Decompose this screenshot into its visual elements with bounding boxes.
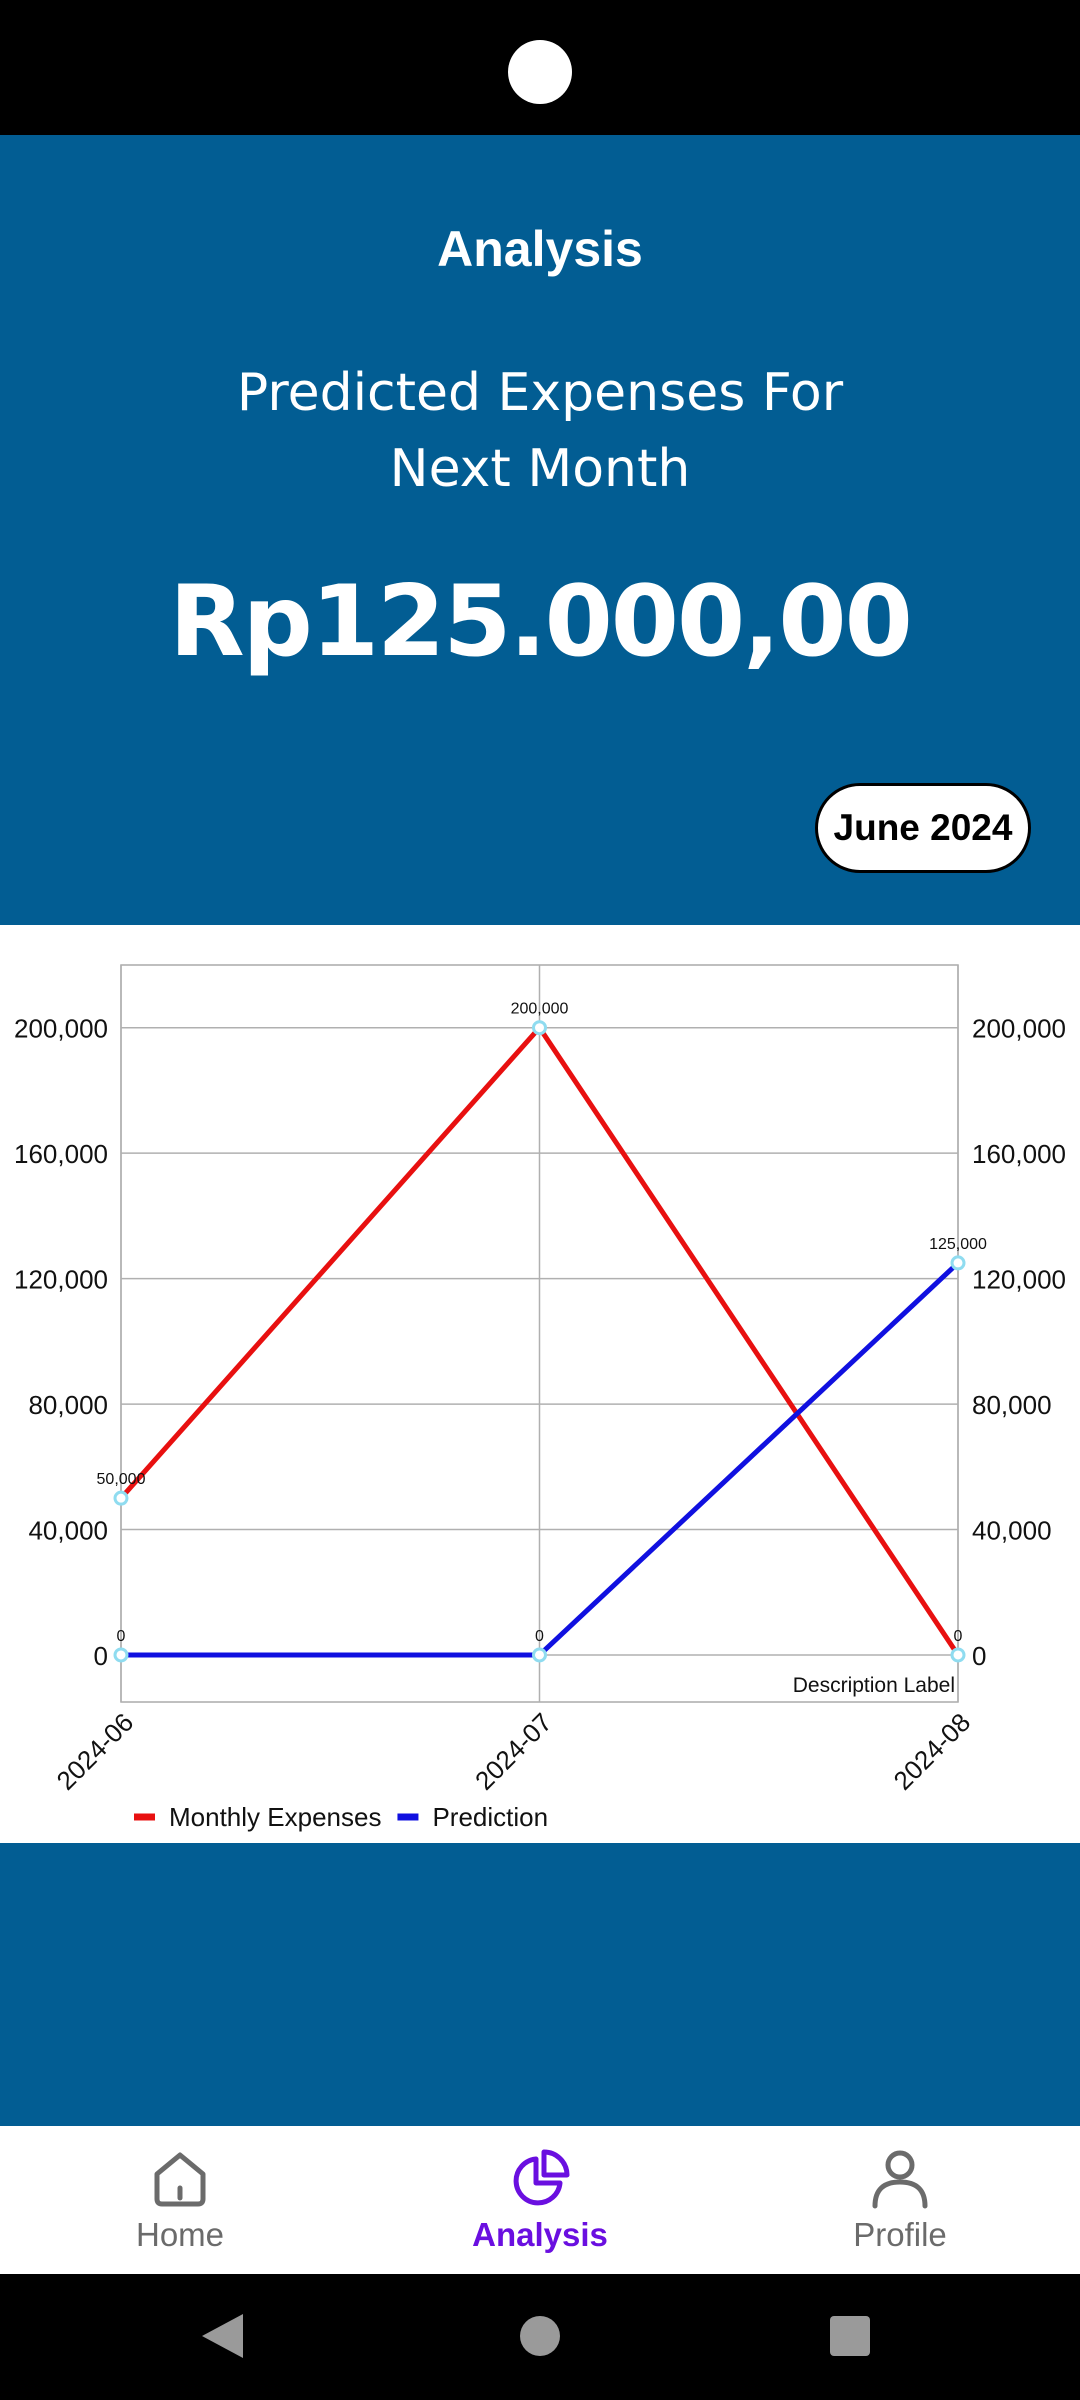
nav-label-profile: Profile (853, 2216, 947, 2253)
data-point (950, 1647, 966, 1663)
system-navigation-bar (0, 2274, 1080, 2400)
background-fill (0, 1843, 1080, 2126)
nav-label-analysis: Analysis (472, 2216, 608, 2253)
month-selector-button[interactable]: June 2024 (815, 783, 1031, 873)
page-title: Analysis (437, 221, 643, 277)
data-label: 50,000 (97, 1471, 146, 1488)
y-tick-label-right: 120,000 (972, 1265, 1066, 1295)
y-tick-label-left: 120,000 (14, 1265, 108, 1295)
status-bar (0, 0, 1080, 135)
x-tick-label: 2024-08 (888, 1707, 977, 1796)
nav-item-home[interactable]: Home (0, 2126, 360, 2274)
predicted-amount: Rp125.000,00 (169, 565, 913, 679)
y-tick-label-right: 200,000 (972, 1014, 1066, 1044)
data-label: 0 (535, 1628, 544, 1645)
x-tick-label: 2024-07 (469, 1707, 558, 1796)
camera-cutout (508, 40, 572, 104)
bottom-navigation: Home Analysis Profile (0, 2126, 1080, 2274)
data-label: 0 (117, 1628, 126, 1645)
data-point (532, 1647, 547, 1663)
back-icon[interactable] (202, 2314, 243, 2358)
analysis-header: Analysis Predicted Expenses For Next Mon… (0, 135, 1080, 925)
data-point (532, 1020, 547, 1036)
y-tick-label-right: 80,000 (972, 1390, 1052, 1420)
x-tick-label: 2024-06 (51, 1707, 140, 1796)
legend-label: Monthly Expenses (169, 1802, 381, 1832)
nav-item-analysis[interactable]: Analysis (360, 2126, 720, 2274)
data-label: 200,000 (511, 1001, 569, 1018)
nav-item-profile[interactable]: Profile (720, 2126, 1080, 2274)
y-tick-label-left: 40,000 (28, 1516, 108, 1546)
y-tick-label-right: 40,000 (972, 1516, 1052, 1546)
y-tick-label-left: 80,000 (28, 1390, 108, 1420)
predicted-expenses-title: Predicted Expenses For Next Month (236, 363, 844, 499)
home-icon (154, 2152, 206, 2207)
nav-label-home: Home (135, 2216, 225, 2253)
y-tick-label-left: 200,000 (14, 1014, 108, 1044)
data-point (950, 1255, 966, 1271)
pie-chart-icon (513, 2149, 570, 2206)
data-point (113, 1647, 129, 1663)
legend-label: Prediction (432, 1802, 548, 1832)
expenses-chart-panel: 0 0 40,000 40,000 80,000 80,000 120,000 120,000… (0, 925, 1080, 1843)
data-point (113, 1490, 129, 1506)
description-label: Description Label (793, 1674, 955, 1697)
recents-icon[interactable] (830, 2316, 870, 2356)
home-circle-icon[interactable] (520, 2316, 560, 2356)
y-tick-label-left: 0 (94, 1641, 108, 1671)
y-tick-label-left: 160,000 (14, 1139, 108, 1169)
data-label: 0 (954, 1628, 963, 1645)
y-tick-label-right: 0 (972, 1641, 986, 1671)
data-label: 125,000 (929, 1236, 987, 1253)
y-tick-label-right: 160,000 (972, 1139, 1066, 1169)
person-icon (872, 2150, 928, 2209)
